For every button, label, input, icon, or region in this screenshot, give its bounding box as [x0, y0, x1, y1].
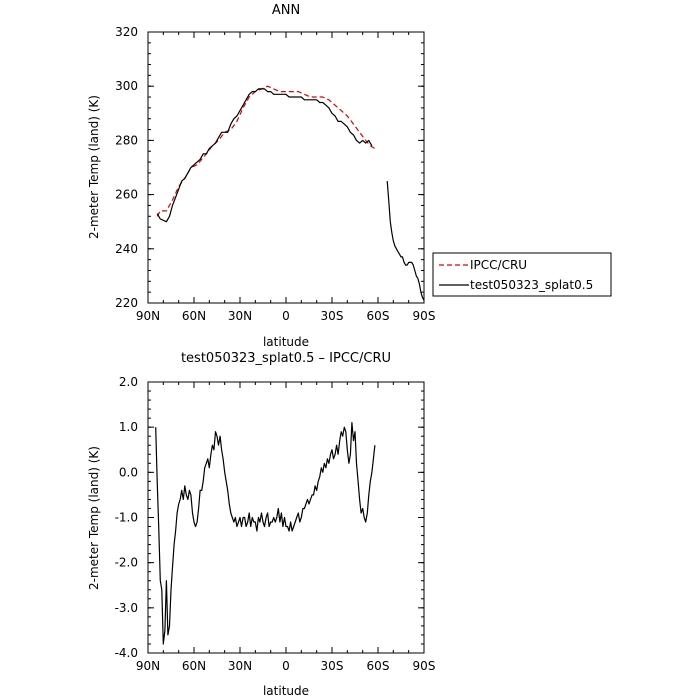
- y-tick-label: 240: [115, 242, 138, 256]
- x-tick-label: 60N: [182, 309, 206, 323]
- y-tick-label: -4.0: [115, 646, 138, 660]
- x-tick-label: 90S: [413, 309, 436, 323]
- y-tick-label: -3.0: [115, 601, 138, 615]
- y-tick-label: 320: [115, 25, 138, 39]
- y-axis-label-top: 2-meter Temp (land) (K): [87, 95, 101, 239]
- plot-frame-bottom: [147, 381, 425, 654]
- x-axis-label-top: latitude: [263, 335, 309, 349]
- y-axis-ticks-top: 220 240 260 280 300 320: [115, 25, 424, 310]
- y-tick-label: 2.0: [119, 375, 138, 389]
- plot-frame-top: [147, 31, 425, 304]
- y-axis-ticks-bottom: -4.0 -3.0 -2.0 -1.0 0.0 1.0 2.0: [115, 375, 424, 660]
- x-tick-label: 30S: [321, 659, 344, 673]
- legend-box: [432, 252, 612, 297]
- y-tick-label: 220: [115, 296, 138, 310]
- panel-top: ANN 90N 60N 30N 0 30S 60S 90S 220 240 260 280 300 3…: [87, 3, 435, 349]
- x-tick-label: 0: [282, 659, 290, 673]
- x-tick-label: 60S: [367, 659, 390, 673]
- plot-lines-bottom: [155, 422, 376, 645]
- series-line-top-1-0: [156, 88, 373, 223]
- chart-title-top: ANN: [272, 3, 300, 18]
- x-tick-label: 60S: [367, 309, 390, 323]
- x-tick-label: 30S: [321, 309, 344, 323]
- y-axis-label-bottom: 2-meter Temp (land) (K): [87, 446, 101, 590]
- x-tick-label: 90N: [136, 659, 160, 673]
- y-tick-label: -2.0: [115, 556, 138, 570]
- x-tick-label: 90N: [136, 309, 160, 323]
- series-line-top-0-0: [156, 85, 376, 217]
- x-tick-label: 30N: [228, 659, 252, 673]
- x-axis-ticks-top: 90N 60N 30N 0 30S 60S 90S: [136, 32, 436, 323]
- x-tick-label: 60N: [182, 659, 206, 673]
- series-line-top-1-1: [386, 181, 425, 301]
- legend: IPCC/CRU test050323_splat0.5: [432, 252, 612, 297]
- x-tick-label: 30N: [228, 309, 252, 323]
- panel-bottom: test050323_splat0.5 – IPCC/CRU 90N 60N 30N…: [87, 351, 435, 698]
- legend-label-ipcc: IPCC/CRU: [470, 258, 527, 272]
- y-tick-label: -1.0: [115, 511, 138, 525]
- x-tick-label: 0: [282, 309, 290, 323]
- y-tick-label: 0.0: [119, 465, 138, 479]
- plot-lines-top: [156, 85, 425, 301]
- y-tick-label: 1.0: [119, 420, 138, 434]
- legend-label-test: test050323_splat0.5: [470, 278, 593, 292]
- x-tick-label: 90S: [413, 659, 436, 673]
- y-tick-label: 260: [115, 188, 138, 202]
- y-tick-label: 300: [115, 79, 138, 93]
- x-axis-ticks-bottom: 90N 60N 30N 0 30S 60S 90S: [136, 382, 436, 673]
- x-axis-label-bottom: latitude: [263, 684, 309, 698]
- chart-title-bottom: test050323_splat0.5 – IPCC/CRU: [181, 351, 391, 366]
- y-tick-label: 280: [115, 133, 138, 147]
- series-line-bottom-0-0: [155, 422, 376, 645]
